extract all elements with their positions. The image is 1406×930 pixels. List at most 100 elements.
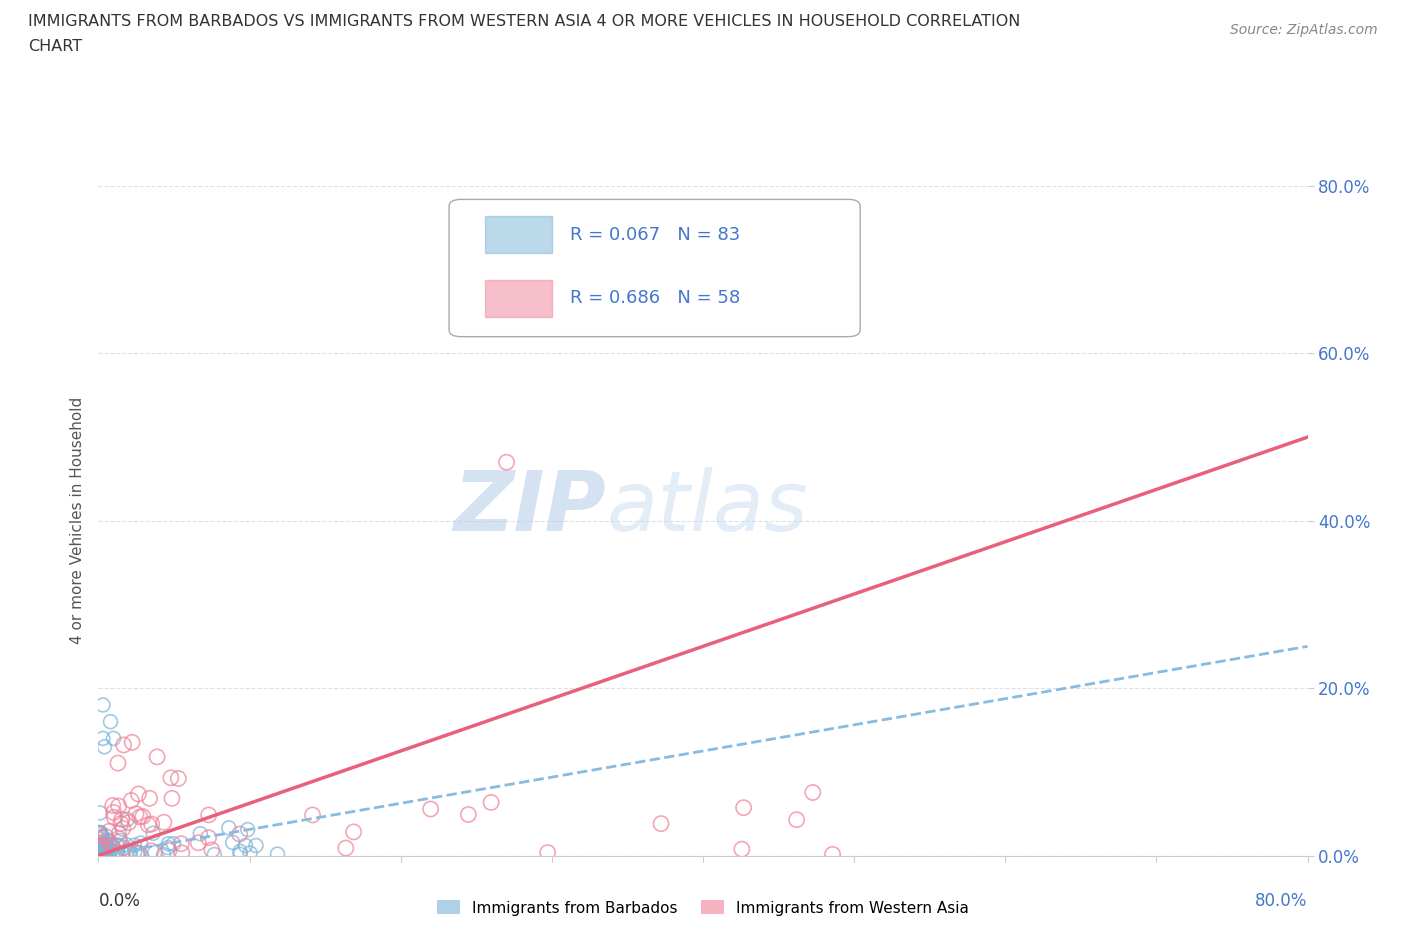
- Point: [91, 841, 114, 856]
- Point: [103, 847, 125, 862]
- Point: [537, 845, 560, 860]
- Point: [105, 844, 128, 859]
- Point: [89, 825, 111, 840]
- Point: [93, 739, 115, 754]
- Point: [94, 845, 117, 860]
- Point: [301, 807, 323, 822]
- Point: [160, 790, 183, 805]
- Point: [111, 821, 134, 836]
- Point: [117, 812, 139, 827]
- Point: [91, 844, 114, 858]
- Point: [650, 817, 672, 831]
- Point: [93, 834, 115, 849]
- Point: [89, 843, 111, 857]
- Point: [108, 831, 131, 846]
- Point: [146, 750, 169, 764]
- Point: [136, 817, 159, 832]
- Point: [91, 731, 114, 746]
- Point: [457, 807, 479, 822]
- Point: [108, 825, 131, 840]
- Point: [96, 832, 118, 847]
- Point: [120, 793, 142, 808]
- Point: [129, 809, 152, 824]
- Point: [90, 845, 112, 860]
- Text: ZIP: ZIP: [454, 467, 606, 548]
- Point: [89, 825, 111, 840]
- Point: [96, 845, 118, 860]
- Point: [90, 830, 112, 844]
- Point: [101, 798, 124, 813]
- Point: [115, 837, 138, 852]
- Point: [236, 822, 259, 837]
- Text: CHART: CHART: [28, 39, 82, 54]
- Point: [129, 847, 152, 862]
- Point: [90, 840, 112, 855]
- Point: [245, 838, 267, 853]
- Text: R = 0.686   N = 58: R = 0.686 N = 58: [569, 289, 740, 308]
- Point: [101, 847, 124, 862]
- Text: IMMIGRANTS FROM BARBADOS VS IMMIGRANTS FROM WESTERN ASIA 4 OR MORE VEHICLES IN H: IMMIGRANTS FROM BARBADOS VS IMMIGRANTS F…: [28, 14, 1021, 29]
- Point: [98, 845, 121, 860]
- Point: [107, 838, 129, 853]
- Point: [89, 827, 111, 842]
- Point: [167, 771, 190, 786]
- Point: [157, 843, 180, 857]
- Point: [229, 847, 252, 862]
- Legend: Immigrants from Barbados, Immigrants from Western Asia: Immigrants from Barbados, Immigrants fro…: [432, 895, 974, 922]
- Point: [98, 834, 121, 849]
- Point: [91, 830, 114, 845]
- Point: [419, 802, 441, 817]
- Point: [335, 841, 357, 856]
- Point: [100, 714, 122, 729]
- Point: [266, 846, 288, 861]
- Text: Source: ZipAtlas.com: Source: ZipAtlas.com: [1230, 23, 1378, 37]
- Point: [187, 835, 209, 850]
- Point: [162, 836, 184, 851]
- Point: [89, 847, 111, 862]
- Point: [202, 847, 225, 862]
- Point: [89, 840, 111, 855]
- Point: [98, 838, 121, 853]
- Point: [98, 847, 121, 862]
- Point: [89, 831, 111, 846]
- Point: [118, 846, 141, 861]
- Point: [228, 827, 250, 842]
- Point: [821, 847, 844, 862]
- Point: [112, 737, 135, 752]
- Point: [229, 844, 252, 858]
- Point: [90, 839, 112, 854]
- Point: [160, 770, 183, 785]
- Point: [124, 844, 146, 859]
- Point: [90, 838, 112, 853]
- Point: [96, 847, 118, 862]
- Point: [786, 812, 808, 827]
- Point: [188, 826, 211, 841]
- Point: [90, 844, 112, 859]
- Point: [100, 837, 122, 852]
- Point: [495, 455, 517, 470]
- Point: [89, 805, 111, 820]
- Point: [105, 838, 128, 853]
- Text: R = 0.067   N = 83: R = 0.067 N = 83: [569, 226, 740, 244]
- Point: [125, 806, 148, 821]
- Point: [124, 838, 146, 853]
- Point: [801, 785, 824, 800]
- Bar: [485, 216, 551, 253]
- Point: [110, 816, 132, 830]
- Point: [108, 833, 131, 848]
- Point: [103, 810, 125, 825]
- Point: [153, 815, 176, 830]
- Point: [138, 790, 160, 805]
- Point: [221, 835, 243, 850]
- Point: [97, 834, 120, 849]
- Point: [89, 846, 111, 861]
- Point: [103, 731, 125, 746]
- Point: [125, 845, 148, 860]
- Point: [98, 845, 121, 860]
- Point: [170, 845, 193, 860]
- Point: [89, 825, 111, 840]
- Point: [108, 847, 131, 862]
- Point: [91, 844, 114, 858]
- Point: [91, 838, 114, 853]
- Point: [91, 839, 114, 854]
